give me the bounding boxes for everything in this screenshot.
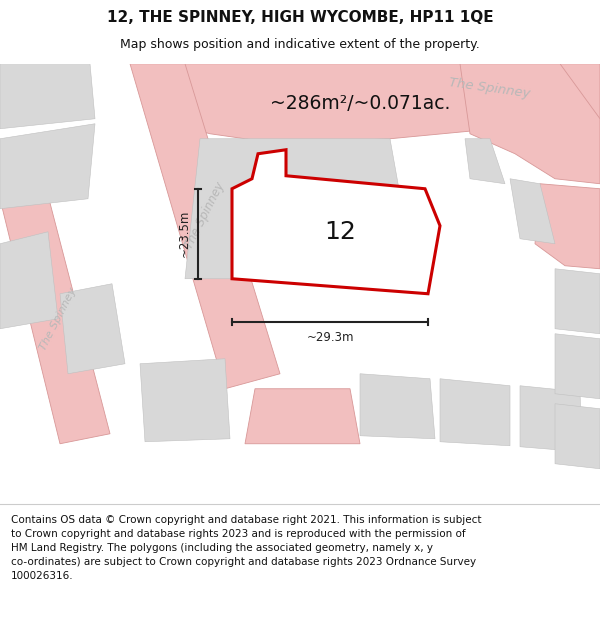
Polygon shape bbox=[555, 269, 600, 334]
Text: 12: 12 bbox=[324, 220, 356, 244]
Polygon shape bbox=[245, 389, 360, 444]
Polygon shape bbox=[440, 379, 510, 446]
Polygon shape bbox=[0, 184, 110, 444]
Polygon shape bbox=[155, 64, 600, 144]
Polygon shape bbox=[510, 179, 555, 244]
Polygon shape bbox=[60, 284, 125, 374]
Polygon shape bbox=[520, 386, 582, 452]
Polygon shape bbox=[535, 184, 600, 269]
Polygon shape bbox=[555, 334, 600, 399]
Text: ~29.3m: ~29.3m bbox=[306, 331, 354, 344]
Text: Contains OS data © Crown copyright and database right 2021. This information is : Contains OS data © Crown copyright and d… bbox=[11, 515, 481, 581]
Polygon shape bbox=[360, 374, 435, 439]
Polygon shape bbox=[232, 150, 440, 294]
Text: The Spinney: The Spinney bbox=[182, 180, 227, 251]
Text: 12, THE SPINNEY, HIGH WYCOMBE, HP11 1QE: 12, THE SPINNEY, HIGH WYCOMBE, HP11 1QE bbox=[107, 10, 493, 25]
Polygon shape bbox=[0, 232, 58, 329]
Text: The Spinney: The Spinney bbox=[448, 77, 532, 101]
Polygon shape bbox=[460, 64, 600, 184]
Polygon shape bbox=[0, 64, 95, 129]
Text: Map shows position and indicative extent of the property.: Map shows position and indicative extent… bbox=[120, 38, 480, 51]
Text: ~23.5m: ~23.5m bbox=[178, 210, 191, 258]
Text: ~286m²/~0.071ac.: ~286m²/~0.071ac. bbox=[270, 94, 451, 113]
Polygon shape bbox=[465, 139, 505, 184]
Polygon shape bbox=[130, 64, 280, 389]
Polygon shape bbox=[555, 404, 600, 469]
Polygon shape bbox=[140, 359, 230, 442]
Polygon shape bbox=[0, 124, 95, 209]
Polygon shape bbox=[185, 139, 415, 279]
Text: The Spinney: The Spinney bbox=[38, 286, 78, 352]
